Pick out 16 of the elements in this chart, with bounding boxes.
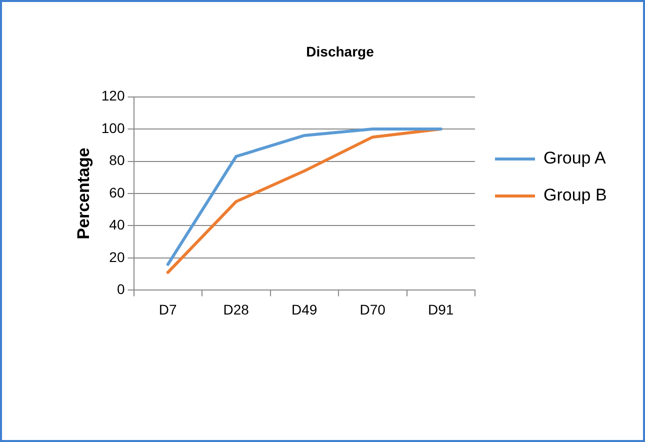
y-tick-label: 100 <box>101 120 125 136</box>
legend-label: Group A <box>544 148 607 168</box>
y-tick-label: 80 <box>109 152 125 168</box>
y-tick-label: 20 <box>109 248 125 265</box>
x-tick-label: D91 <box>428 301 454 318</box>
y-tick-label: 120 <box>101 88 125 104</box>
chart-title: Discharge <box>306 43 374 60</box>
x-tick-label: D49 <box>292 301 318 318</box>
legend-label: Group B <box>544 186 607 205</box>
x-tick-label: D7 <box>158 301 178 318</box>
y-tick-label: 60 <box>109 184 125 200</box>
y-tick-label: 0 <box>116 281 125 298</box>
x-tick-label: D28 <box>223 301 250 318</box>
x-tick-label: D70 <box>360 301 386 318</box>
y-axis-title: Percentage <box>74 148 93 240</box>
y-tick-label: 40 <box>109 216 125 233</box>
